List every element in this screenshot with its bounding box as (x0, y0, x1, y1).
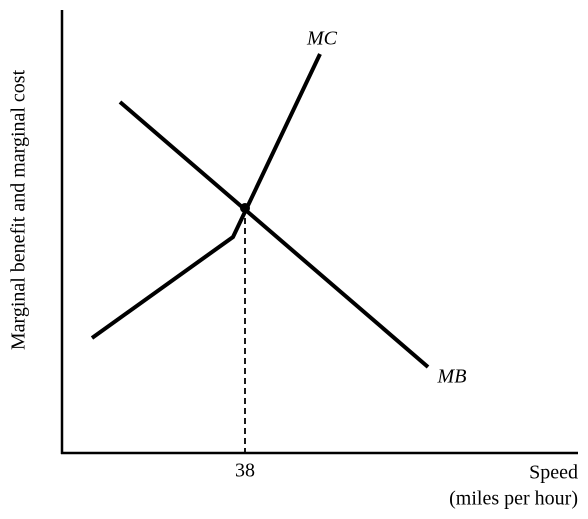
intersection-point (240, 203, 250, 213)
x-axis-label: Speed (529, 462, 578, 484)
mc-curve (90, 53, 322, 340)
mb-label: MB (437, 366, 467, 388)
x-tick-label: 38 (235, 460, 255, 482)
mb-curve (118, 100, 430, 369)
x-axis-unit: (miles per hour) (449, 488, 578, 510)
mc-label: MC (306, 28, 338, 50)
y-axis-label: Marginal benefit and marginal cost (8, 69, 30, 350)
